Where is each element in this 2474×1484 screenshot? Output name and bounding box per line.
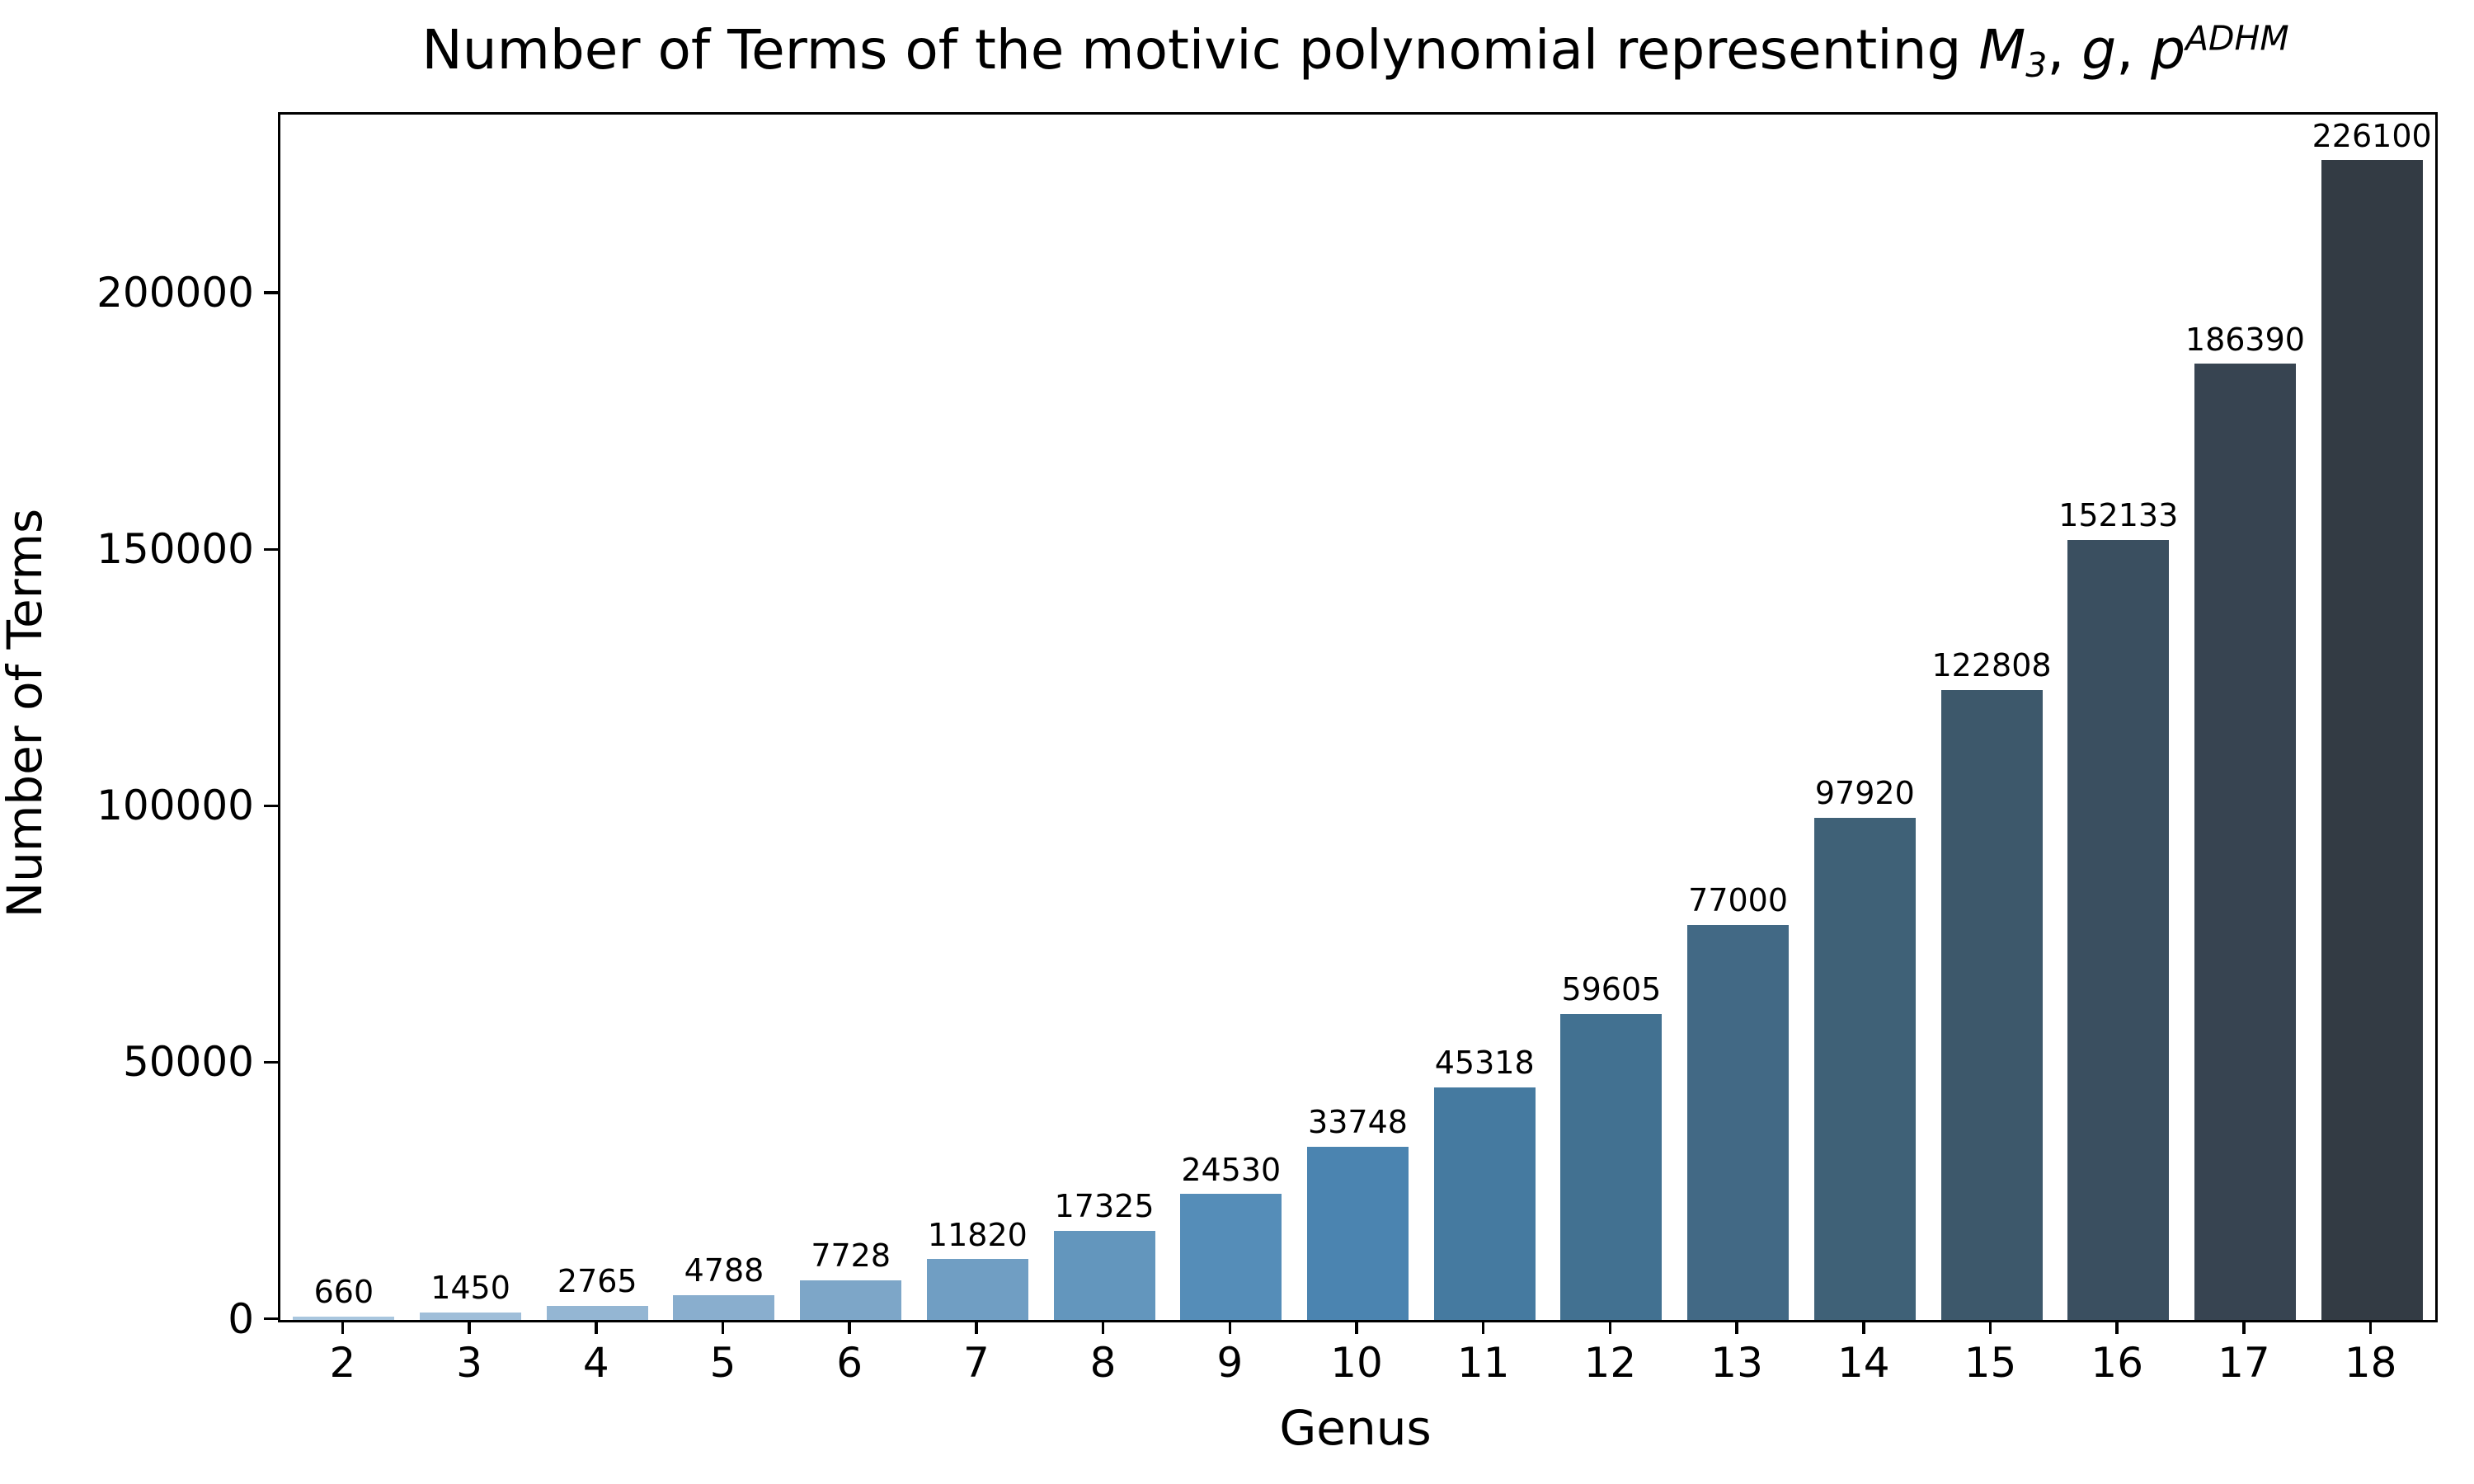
bar-value-label: 152133: [2058, 496, 2179, 533]
title-separator: ,: [2116, 18, 2152, 82]
x-tick-label: 8: [1089, 1339, 1117, 1387]
title-math-g: g: [2081, 18, 2117, 82]
y-tick-mark: [264, 1317, 278, 1321]
bar-value-label: 7728: [811, 1237, 891, 1275]
bar-value-label: 660: [313, 1274, 374, 1311]
y-tick-mark: [264, 804, 278, 808]
title-math-M-subscript: 3: [2025, 45, 2048, 86]
bar-genus-8: [1053, 1231, 1155, 1320]
bar-value-label: 45318: [1434, 1045, 1535, 1082]
x-tick-mark: [468, 1320, 471, 1334]
bar-value-label: 122808: [1931, 647, 2052, 684]
x-tick-label: 17: [2218, 1339, 2270, 1387]
y-tick-mark: [264, 1060, 278, 1064]
y-tick-mark: [264, 547, 278, 552]
x-tick-label: 13: [1710, 1339, 1763, 1387]
bar-value-label: 186390: [2185, 321, 2305, 358]
bar-value-label: 59605: [1561, 971, 1662, 1008]
x-tick-mark: [2242, 1320, 2246, 1334]
x-tick-label: 10: [1330, 1339, 1383, 1387]
y-tick-label: 150000: [96, 525, 254, 574]
x-tick-label: 16: [2091, 1339, 2144, 1387]
bar-genus-7: [926, 1259, 1028, 1320]
x-tick-label: 12: [1583, 1339, 1637, 1387]
bar-genus-11: [1433, 1087, 1536, 1320]
y-tick-label: 100000: [96, 782, 254, 830]
x-tick-mark: [2115, 1320, 2119, 1334]
title-math-p-superscript: ADHM: [2185, 18, 2289, 59]
bar-value-label: 77000: [1688, 882, 1789, 919]
bar-genus-5: [673, 1295, 775, 1320]
x-tick-label: 15: [1964, 1339, 2017, 1387]
bar-genus-12: [1560, 1014, 1663, 1320]
y-tick-mark: [264, 291, 278, 294]
bar-genus-16: [2067, 539, 2170, 1320]
x-tick-mark: [1101, 1320, 1105, 1334]
title-separator: ,: [2047, 18, 2082, 82]
x-tick-label: 7: [962, 1339, 990, 1387]
bar-value-label: 11820: [927, 1216, 1028, 1253]
bar-genus-13: [1687, 924, 1790, 1320]
x-tick-mark: [1862, 1320, 1865, 1334]
x-tick-mark: [975, 1320, 978, 1334]
x-tick-mark: [595, 1320, 598, 1334]
x-tick-mark: [848, 1320, 851, 1334]
bar-genus-3: [420, 1312, 522, 1320]
title-math-p: p: [2151, 18, 2186, 82]
bar-genus-15: [1940, 689, 2043, 1320]
plot-area: 660 1450 2765 4788 7728 11820 17325 24530 33748 4…: [278, 112, 2438, 1322]
bar-value-label: 17325: [1054, 1188, 1155, 1225]
bar-genus-6: [800, 1280, 902, 1320]
bar-genus-2: [293, 1316, 395, 1320]
y-tick-label: 200000: [96, 269, 254, 317]
bar-value-label: 226100: [2312, 117, 2432, 154]
bar-genus-17: [2194, 364, 2296, 1320]
x-tick-label: 5: [709, 1339, 736, 1387]
bar-value-label: 2765: [557, 1263, 637, 1300]
x-tick-mark: [1481, 1320, 1485, 1334]
x-tick-label: 2: [329, 1339, 356, 1387]
x-tick-label: 18: [2344, 1339, 2397, 1387]
x-axis-label: Genus: [1279, 1400, 1432, 1456]
x-tick-mark: [1735, 1320, 1738, 1334]
bar-genus-4: [546, 1305, 648, 1320]
bar-value-label: 4788: [684, 1252, 764, 1289]
bar-value-label: 1450: [430, 1270, 510, 1307]
title-text: Number of Terms of the motivic polynomia…: [421, 18, 1979, 82]
x-tick-mark: [721, 1320, 725, 1334]
x-tick-label: 11: [1456, 1339, 1510, 1387]
x-tick-label: 4: [582, 1339, 609, 1387]
title-math-M: M: [1978, 18, 2026, 82]
x-tick-mark: [1355, 1320, 1358, 1334]
bar-genus-18: [2321, 160, 2423, 1320]
y-tick-label: 50000: [122, 1038, 254, 1087]
bar-value-label: 97920: [1814, 775, 1915, 812]
x-tick-label: 6: [836, 1339, 863, 1387]
x-tick-label: 9: [1216, 1339, 1244, 1387]
x-tick-mark: [1608, 1320, 1612, 1334]
x-tick-mark: [341, 1320, 345, 1334]
bar-value-label: 33748: [1308, 1104, 1408, 1141]
x-tick-label: 14: [1837, 1339, 1890, 1387]
bar-genus-10: [1307, 1147, 1409, 1320]
x-tick-label: 3: [456, 1339, 482, 1387]
y-tick-label: 0: [228, 1294, 254, 1343]
bar-value-label: 24530: [1181, 1151, 1282, 1188]
x-tick-mark: [2368, 1320, 2373, 1334]
bar-genus-9: [1180, 1194, 1282, 1320]
chart-title: Number of Terms of the motivic polynomia…: [278, 18, 2433, 85]
x-tick-mark: [1228, 1320, 1232, 1334]
x-tick-mark: [1988, 1320, 1992, 1334]
bar-genus-14: [1813, 817, 1916, 1320]
